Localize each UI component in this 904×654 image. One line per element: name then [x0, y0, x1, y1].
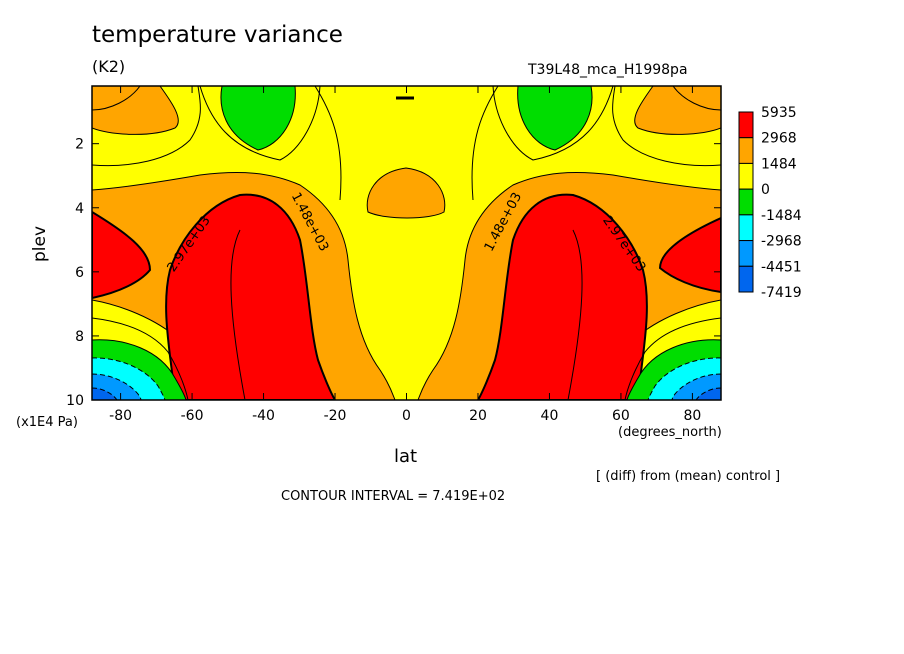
x-axis-units: (degrees_north) — [618, 425, 722, 440]
comparison-note: [ (diff) from (mean) control ] — [596, 469, 781, 484]
y-tick-label: 8 — [75, 329, 84, 345]
colorbar-label: 1484 — [761, 156, 797, 172]
y-tick-label: 2 — [75, 137, 84, 153]
colorbar: 5935 2968 1484 0 -1484 -2968 -4451 -7419 — [738, 105, 802, 301]
run-label: T39L48_mca_H1998pa — [528, 62, 688, 78]
contour-interval: CONTOUR INTERVAL = 7.419E+02 — [281, 489, 506, 504]
y-tick-label: 10 — [66, 393, 84, 409]
colorbar-swatch — [738, 214, 754, 242]
y-tick-label: 6 — [75, 265, 84, 281]
x-tick-label: -40 — [252, 408, 275, 424]
colorbar-swatch — [738, 111, 754, 139]
colorbar-label: -2968 — [761, 234, 802, 250]
y-axis-ticks: 2 4 6 8 10 — [66, 137, 721, 409]
field-blue — [92, 373, 721, 400]
y-tick-label: 4 — [75, 201, 84, 217]
colorbar-swatch — [738, 188, 754, 216]
chart-title: temperature variance — [92, 22, 343, 48]
colorbar-label: -4451 — [761, 259, 802, 275]
colorbar-swatch — [738, 137, 754, 164]
x-axis-label: lat — [394, 446, 418, 467]
x-axis-ticks: -80 -60 -40 -20 0 20 40 60 80 — [109, 86, 701, 424]
x-tick-label: 40 — [541, 408, 559, 424]
x-tick-label: -60 — [181, 408, 204, 424]
colorbar-swatch — [738, 240, 754, 267]
contour-lines — [92, 86, 721, 400]
field-red — [92, 193, 721, 400]
colorbar-label: 2968 — [761, 131, 797, 147]
colorbar-swatch — [738, 265, 754, 293]
plot-area — [92, 86, 721, 400]
x-tick-label: 60 — [612, 408, 630, 424]
x-tick-label: 0 — [402, 408, 411, 424]
colorbar-swatch — [738, 162, 754, 190]
chart-units: (K2) — [92, 57, 126, 76]
x-tick-label: 80 — [683, 408, 701, 424]
colorbar-label: -1484 — [761, 208, 802, 224]
x-tick-label: -20 — [324, 408, 347, 424]
x-tick-label: 20 — [469, 408, 487, 424]
colorbar-label: 0 — [761, 182, 770, 198]
colorbar-label: 5935 — [761, 105, 797, 121]
x-tick-label: -80 — [109, 408, 132, 424]
colorbar-label: -7419 — [761, 285, 802, 301]
y-axis-units: (x1E4 Pa) — [16, 415, 78, 430]
